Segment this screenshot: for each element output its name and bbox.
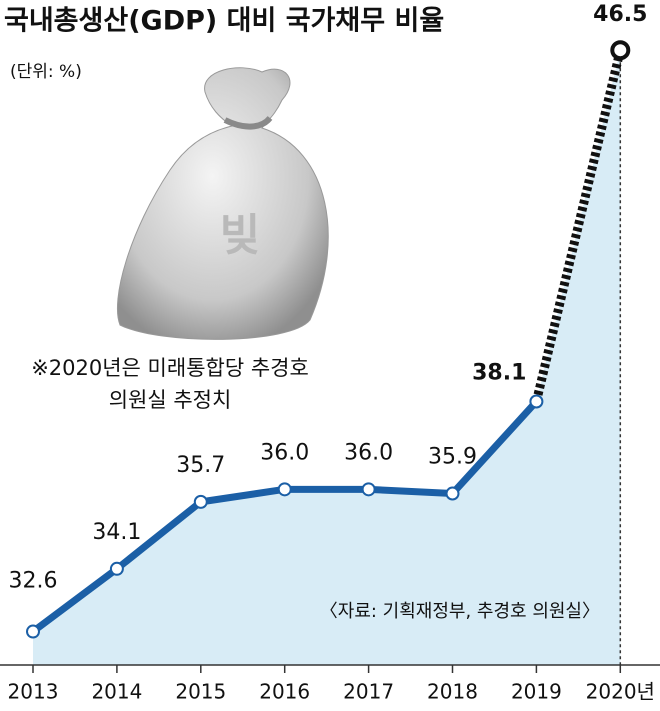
point <box>193 494 208 509</box>
area <box>33 50 621 666</box>
point <box>26 624 40 639</box>
value-label: 38.1 <box>472 361 526 386</box>
point <box>109 561 124 576</box>
value-label: 32.6 <box>9 569 58 594</box>
chart-subtitle: (단위: %) <box>10 62 82 82</box>
x-tick-label: 2015 <box>175 680 226 704</box>
money-bag: 빚 <box>117 67 329 340</box>
note-box: ※2020년은 미래통합당 추경호 의원실 추정치 <box>31 356 309 412</box>
x-tick-label: 2013 <box>8 680 59 704</box>
source: 〈자료: 기획재정부, 추경호 의원실〉 <box>320 601 600 622</box>
note: ※2020년은 미래통합당 추경호 의원실 추정치 <box>31 356 309 412</box>
point <box>277 482 292 497</box>
x-tick-label: 2019 <box>511 680 562 704</box>
point <box>610 40 631 61</box>
point <box>445 486 460 501</box>
bag-shape <box>117 67 329 340</box>
x-tick-label: 2014 <box>91 680 142 704</box>
projected-line <box>532 49 625 403</box>
x-tick-label: 2017 <box>343 680 394 704</box>
bag-tie <box>223 115 273 130</box>
point <box>529 394 544 409</box>
bag-label: 빚 <box>220 210 260 261</box>
x-tick-label: 2018 <box>427 680 478 704</box>
value-label: 36.0 <box>260 440 309 465</box>
point <box>361 482 376 497</box>
value-label: 35.7 <box>176 453 225 478</box>
x-tick-label: 2016 <box>259 680 310 704</box>
value-label: 36.0 <box>344 440 393 465</box>
value-label: 46.5 <box>593 2 647 27</box>
value-label: 35.9 <box>428 445 477 470</box>
x-tick-label: 2020년 <box>586 680 655 704</box>
chart-title: 국내총생산(GDP) 대비 국가채무 비율 <box>4 6 444 37</box>
value-label: 34.1 <box>92 520 141 545</box>
